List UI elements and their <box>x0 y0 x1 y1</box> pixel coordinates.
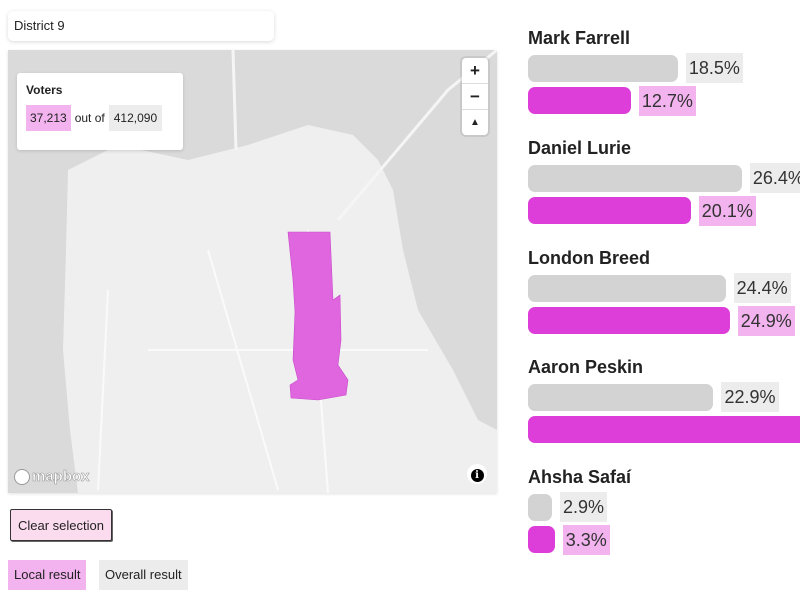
local-bar <box>528 416 800 443</box>
attribution-info-button[interactable]: i <box>467 464 487 484</box>
map-navigation-control: + − ▲ <box>462 58 488 135</box>
local-percent: 12.7% <box>638 86 696 116</box>
overall-bar <box>528 494 552 521</box>
road <box>97 229 428 493</box>
district-9-area <box>287 231 349 401</box>
zoom-in-button[interactable]: + <box>462 58 488 84</box>
local-percent: 24.9% <box>737 306 795 336</box>
zoom-out-button[interactable]: − <box>462 84 488 110</box>
district-select[interactable]: District 9 <box>8 11 274 41</box>
overall-bar <box>528 384 714 411</box>
overall-bar <box>528 165 742 192</box>
candidate-result: Daniel Lurie 26.4% 20.1% <box>528 136 800 233</box>
candidate-name: Ahsha Safaí <box>528 467 632 487</box>
mapbox-logo[interactable]: mapbox <box>14 468 90 485</box>
candidate-result: Mark Farrell 18.5% 12.7% <box>528 26 800 123</box>
out-of-text: out of <box>74 111 105 125</box>
overall-percent: 24.4% <box>733 273 791 303</box>
info-icon: i <box>470 469 484 482</box>
candidate-result: Ahsha Safaí 2.9% 3.3% <box>528 465 800 562</box>
candidate-name: Aaron Peskin <box>528 357 644 377</box>
road <box>231 50 238 151</box>
overall-bar <box>528 55 678 82</box>
compass-button[interactable]: ▲ <box>470 117 480 128</box>
overall-percent: 26.4% <box>749 163 800 193</box>
total-voters-count: 412,090 <box>108 105 163 131</box>
legend-local-result: Local result <box>8 560 87 590</box>
clear-selection-button[interactable]: Clear selection <box>10 509 112 541</box>
local-percent: 20.1% <box>698 196 756 226</box>
candidate-name: London Breed <box>528 248 650 268</box>
candidate-result: Aaron Peskin 22.9% <box>528 355 800 452</box>
local-bar <box>528 526 555 553</box>
candidate-name: Mark Farrell <box>528 28 631 48</box>
candidate-result: London Breed 24.4% 24.9% <box>528 246 800 343</box>
mapbox-wordmark: mapbox <box>32 468 90 486</box>
overall-percent: 22.9% <box>721 382 779 412</box>
overall-percent: 2.9% <box>560 492 608 522</box>
legend-overall-result: Overall result <box>99 560 188 590</box>
overall-bar <box>528 275 726 302</box>
voters-panel: Voters 37,213 out of 412,090 <box>17 73 183 150</box>
local-bar <box>528 307 730 334</box>
voters-title: Voters <box>26 83 63 97</box>
mapbox-icon <box>14 468 30 485</box>
overall-percent: 18.5% <box>685 53 743 83</box>
candidate-name: Daniel Lurie <box>528 138 632 158</box>
local-bar <box>528 197 691 224</box>
map[interactable]: + − ▲ <box>8 50 497 493</box>
local-percent: 3.3% <box>562 525 610 555</box>
local-voters-count: 37,213 <box>26 105 71 131</box>
local-bar <box>528 87 631 114</box>
land <box>63 125 497 493</box>
